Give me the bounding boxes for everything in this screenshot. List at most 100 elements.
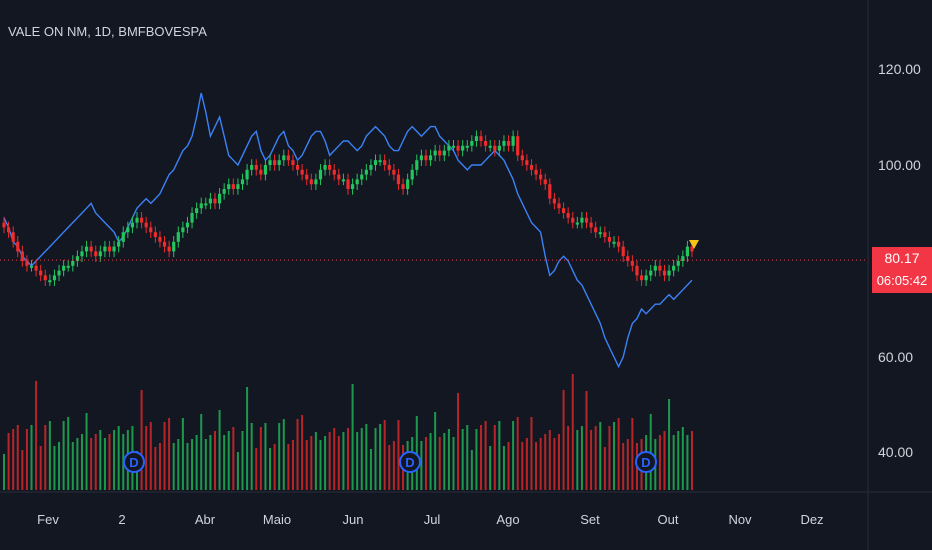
candle-body — [630, 261, 634, 266]
candle-body — [584, 217, 589, 223]
candle-body — [465, 145, 469, 148]
x-tick-label: Set — [580, 512, 600, 527]
candle-body — [29, 265, 34, 268]
volume-bar — [530, 417, 533, 490]
candle-body — [135, 217, 139, 223]
candle-body — [607, 237, 612, 242]
volume-bar — [663, 431, 666, 490]
volume-bar — [296, 419, 299, 490]
candle-body — [62, 265, 66, 271]
candle-body — [392, 169, 396, 175]
volume-bar — [3, 454, 5, 490]
volume-bar — [470, 450, 473, 490]
candle-body — [676, 261, 680, 266]
y-tick-label: 40.00 — [878, 444, 913, 460]
last-price-tag: 80.17 — [872, 247, 932, 269]
candle-body — [236, 184, 240, 189]
candle-body — [282, 155, 286, 161]
candle-body — [401, 184, 405, 189]
candle-body — [672, 265, 676, 271]
candle-body — [277, 160, 281, 165]
candle-body — [144, 222, 148, 228]
candle-body — [617, 241, 621, 247]
candle-body — [433, 150, 437, 156]
volume-bar — [608, 426, 611, 490]
volume-bar — [209, 435, 212, 490]
candle-body — [43, 275, 47, 281]
candle-body — [318, 169, 323, 180]
candle-body — [240, 179, 245, 185]
volume-bar — [626, 439, 629, 490]
y-tick-label: 120.00 — [878, 61, 921, 77]
volume-bar — [90, 438, 93, 490]
volume-bar — [278, 423, 281, 490]
x-tick-label: Fev — [37, 512, 59, 527]
candle-body — [309, 179, 313, 185]
candle-body — [360, 174, 364, 180]
volume-bar — [99, 430, 102, 490]
candle-body — [176, 232, 180, 242]
volume-bar — [333, 428, 336, 490]
volume-bar — [397, 420, 400, 490]
candle-body — [438, 150, 442, 156]
candle-body — [474, 136, 479, 141]
volume-bar — [140, 390, 143, 490]
volume-bar — [649, 414, 652, 490]
candle-body — [98, 251, 102, 257]
volume-bar — [227, 431, 230, 490]
volume-bar — [67, 417, 70, 490]
volume-bar — [108, 434, 111, 490]
candle-body — [415, 160, 419, 170]
volume-bar — [617, 418, 620, 490]
candle-body — [484, 141, 488, 146]
candle-body — [20, 251, 24, 261]
volume-bar — [149, 422, 152, 490]
volume-bar — [163, 422, 166, 490]
volume-bar — [30, 425, 33, 490]
candle-body — [231, 184, 235, 189]
candle-body — [534, 169, 538, 175]
candle-body — [332, 169, 336, 175]
volume-bar — [365, 424, 368, 490]
volume-bar — [223, 435, 226, 490]
volume-bar — [7, 433, 10, 490]
volume-bar — [622, 443, 625, 490]
candle-body — [107, 246, 112, 252]
volume-bar — [168, 418, 171, 490]
volume-bar — [287, 444, 290, 490]
volume-bar — [158, 443, 161, 490]
candle-body — [117, 241, 121, 247]
volume-bar — [438, 437, 441, 490]
x-tick-label: Maio — [263, 512, 291, 527]
volume-bar — [12, 429, 15, 490]
dividend-marker — [635, 451, 657, 473]
candle-body — [172, 241, 176, 252]
volume-bar — [53, 446, 56, 490]
candle-body — [39, 270, 43, 276]
volume-bar — [264, 423, 267, 490]
candle-body — [195, 208, 199, 213]
candle-body — [442, 150, 446, 156]
volume-bar — [85, 413, 88, 490]
candle-body — [364, 169, 368, 175]
volume-bar — [539, 438, 542, 490]
volume-bar — [686, 435, 689, 490]
candle-body — [378, 160, 382, 163]
volume-bar — [392, 441, 395, 490]
candle-body — [557, 203, 561, 209]
candle-body — [621, 246, 625, 257]
volume-bar — [113, 430, 116, 490]
x-tick-label: Nov — [728, 512, 752, 527]
y-tick-label: 60.00 — [878, 349, 913, 365]
signal-marker-icon — [689, 240, 699, 249]
candle-body — [94, 251, 98, 257]
volume-bar — [39, 446, 42, 490]
volume-bar — [691, 431, 693, 490]
candle-body — [658, 265, 662, 271]
candle-body — [126, 227, 130, 233]
volume-bar — [525, 438, 528, 490]
volume-bar — [35, 381, 38, 490]
volume-bar — [594, 426, 597, 490]
